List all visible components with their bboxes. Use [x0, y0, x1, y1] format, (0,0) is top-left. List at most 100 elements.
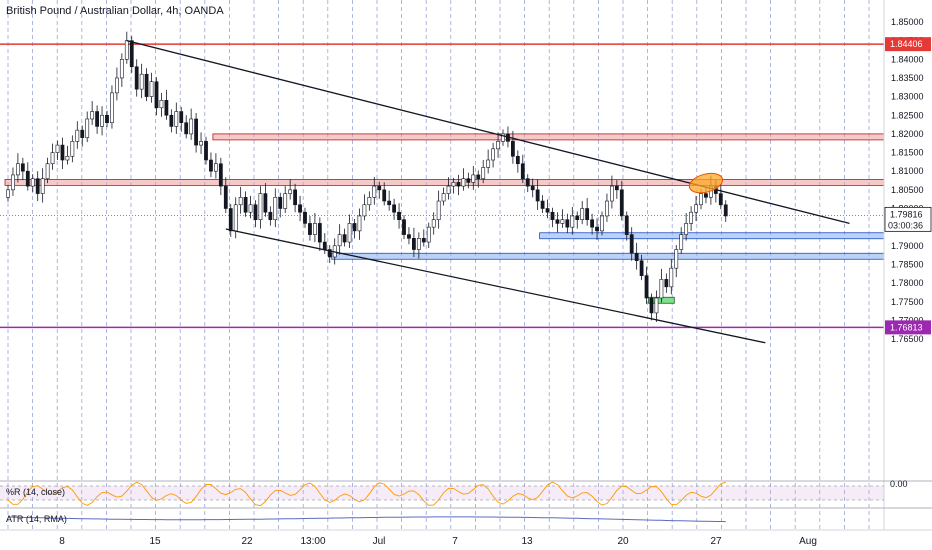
y-tick-label: 1.80500 — [891, 185, 924, 195]
candle-body — [209, 159, 213, 172]
x-tick-label: 15 — [149, 536, 161, 547]
candle — [580, 201, 585, 225]
candle-body — [268, 211, 273, 220]
candle — [481, 160, 486, 184]
candle — [644, 266, 649, 304]
candle — [312, 212, 317, 243]
candle-body — [159, 100, 164, 109]
candle-body — [95, 111, 100, 127]
candle — [214, 153, 218, 179]
candle — [421, 229, 426, 247]
candle-body — [327, 249, 332, 258]
candle-body — [402, 219, 406, 235]
candle-body — [501, 133, 505, 142]
candle — [124, 31, 129, 64]
candle — [446, 177, 451, 200]
candle-body — [624, 215, 629, 235]
candle — [545, 199, 550, 219]
candle-body — [308, 223, 312, 235]
candle — [416, 232, 421, 259]
candle — [565, 213, 570, 234]
candle-body — [555, 219, 560, 224]
candle-body — [426, 226, 431, 243]
candle — [407, 227, 411, 245]
y-tick-label: 1.82000 — [891, 129, 924, 139]
candle-body — [436, 200, 441, 220]
candle — [605, 193, 609, 222]
candle — [540, 195, 545, 213]
y-tick-label: 1.78500 — [891, 259, 924, 269]
wr-line — [7, 481, 726, 507]
candle-body — [50, 152, 55, 165]
candle-body — [357, 215, 362, 232]
candle-body — [679, 234, 684, 250]
candle — [491, 142, 496, 168]
candle — [283, 186, 288, 213]
candle — [614, 180, 619, 199]
candle — [238, 186, 243, 214]
candle — [679, 227, 684, 255]
candle — [55, 140, 60, 161]
candle — [486, 149, 491, 174]
candle — [179, 107, 184, 132]
candle-body — [273, 197, 278, 220]
zone-red — [212, 133, 885, 141]
x-tick-label: 22 — [241, 536, 253, 547]
candle — [209, 152, 213, 178]
candle — [278, 192, 283, 218]
candle — [159, 92, 164, 117]
candle — [30, 174, 35, 193]
candle-body — [124, 40, 129, 60]
candle — [629, 227, 634, 261]
candle-body — [119, 58, 124, 79]
candle-body — [407, 234, 411, 239]
candle — [654, 290, 659, 322]
candle — [233, 197, 238, 239]
candle-body — [535, 189, 540, 202]
candle — [248, 195, 253, 219]
candle-body — [629, 234, 634, 254]
candle — [510, 130, 515, 164]
candle — [600, 211, 604, 236]
y-tick-label: 1.84000 — [891, 54, 924, 64]
candle-body — [139, 73, 144, 90]
candle-body — [530, 185, 535, 191]
candle — [293, 183, 298, 213]
candle-body — [45, 163, 50, 179]
y-tick-label: 1.83000 — [891, 92, 924, 102]
candle-body — [342, 234, 347, 243]
candle — [550, 207, 555, 228]
x-tick-label: 27 — [710, 536, 722, 547]
candle-body — [184, 122, 189, 135]
candle-body — [674, 249, 679, 269]
candle-body — [421, 238, 426, 243]
candle-body — [194, 118, 199, 146]
candle — [555, 212, 560, 233]
candle-body — [723, 204, 728, 217]
candle-body — [85, 118, 90, 138]
candle-body — [298, 204, 302, 213]
candle — [134, 59, 139, 97]
candle — [664, 273, 669, 293]
candle-body — [144, 73, 149, 97]
y-tick-label: 1.81500 — [891, 148, 924, 158]
highlight-ellipse — [688, 172, 724, 194]
candle-body — [228, 208, 233, 232]
candle-body — [362, 204, 367, 217]
candle-body — [560, 219, 565, 224]
candle-body — [115, 77, 119, 94]
candle-body — [694, 204, 698, 213]
candle-body — [664, 279, 669, 288]
candle — [590, 213, 595, 235]
candle-body — [684, 223, 689, 235]
candle-body — [337, 234, 342, 247]
candle-body — [258, 193, 263, 220]
candle — [95, 105, 100, 134]
candle-body — [70, 141, 75, 157]
candle — [45, 157, 50, 184]
candle — [723, 200, 728, 222]
candle — [20, 157, 25, 181]
candle-body — [565, 219, 570, 228]
candle — [387, 190, 392, 211]
